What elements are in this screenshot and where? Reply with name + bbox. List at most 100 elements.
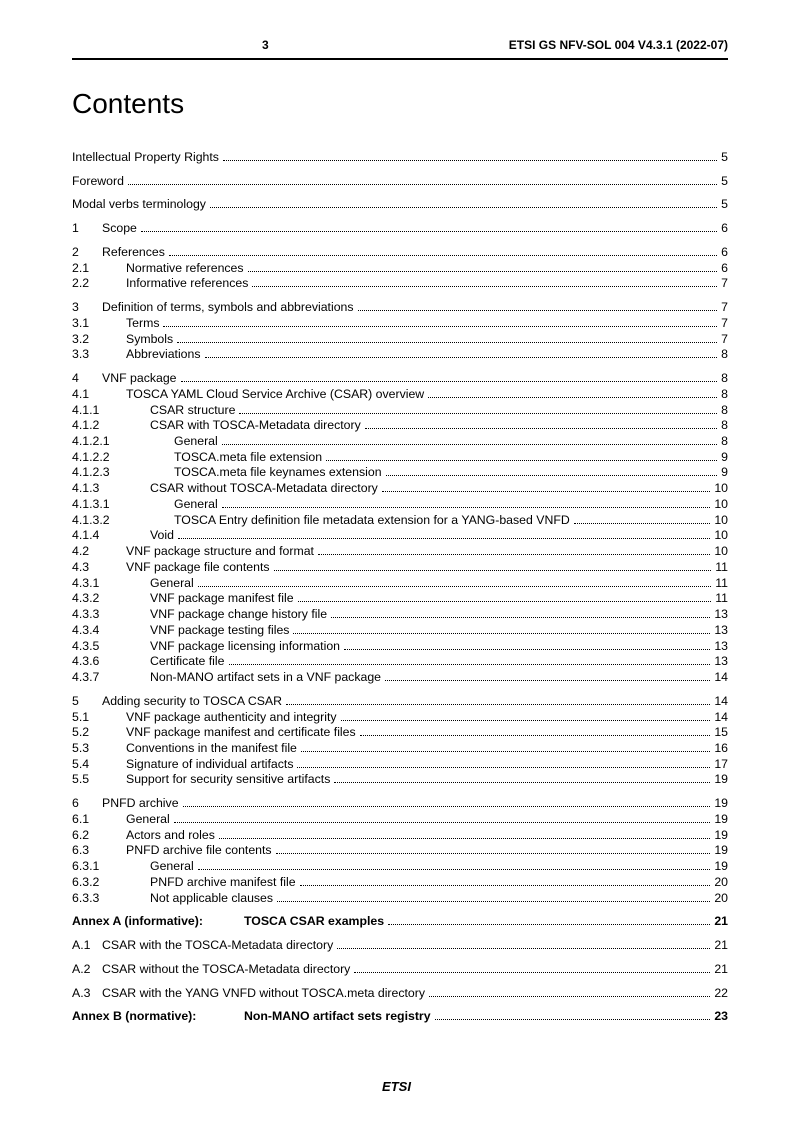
toc-entry: 1Scope6 [72, 221, 728, 237]
toc-entry-page: 14 [712, 710, 728, 726]
toc-entry-title: General [174, 497, 220, 513]
toc-leader-dots [354, 964, 710, 972]
toc-entry-title: CSAR with the YANG VNFD without TOSCA.me… [102, 986, 427, 1002]
toc-leader-dots [331, 610, 710, 618]
toc-entry-title: Void [150, 528, 176, 544]
toc-entry-page: 8 [719, 434, 728, 450]
toc-entry-title: VNF package authenticity and integrity [126, 710, 339, 726]
toc-leader-dots [334, 775, 710, 783]
toc-entry-number: 4.1.1 [72, 403, 150, 419]
toc-entry-title: Actors and roles [126, 828, 217, 844]
toc-entry-title: Intellectual Property Rights [72, 150, 221, 166]
toc-entry-page: 20 [712, 875, 728, 891]
toc-entry-page: 22 [712, 986, 728, 1002]
toc-entry: 4.1.2.2TOSCA.meta file extension9 [72, 450, 728, 466]
page-header: 3 ETSI GS NFV-SOL 004 V4.3.1 (2022-07) [72, 38, 728, 60]
toc-entry-number: 4.1.2 [72, 418, 150, 434]
toc-entry: 4.1.2CSAR with TOSCA-Metadata directory8 [72, 418, 728, 434]
toc-leader-dots [274, 563, 712, 571]
toc-entry-number: 5.1 [72, 710, 126, 726]
toc-leader-dots [293, 625, 710, 633]
toc-entry-title: TOSCA YAML Cloud Service Archive (CSAR) … [126, 387, 426, 403]
toc-entry-title: VNF package [102, 371, 179, 387]
toc-leader-dots [174, 815, 711, 823]
toc-leader-dots [297, 759, 710, 767]
toc-leader-dots [222, 500, 711, 508]
toc-entry-number: Annex B (normative): [72, 1009, 244, 1025]
toc-entry: 3Definition of terms, symbols and abbrev… [72, 300, 728, 316]
toc-leader-dots [128, 176, 717, 184]
toc-entry-number: 2.1 [72, 261, 126, 277]
toc-entry-page: 10 [712, 513, 728, 529]
toc-entry-title: CSAR without the TOSCA-Metadata director… [102, 962, 352, 978]
toc-leader-dots [276, 846, 711, 854]
toc-entry-title: VNF package change history file [150, 607, 329, 623]
toc-entry-page: 10 [712, 544, 728, 560]
toc-entry-page: 11 [713, 576, 728, 592]
toc-entry-page: 5 [719, 197, 728, 213]
toc-entry: Foreword5 [72, 174, 728, 190]
toc-entry-number: 5 [72, 694, 102, 710]
toc-entry-title: Certificate file [150, 654, 227, 670]
toc-leader-dots [141, 224, 717, 232]
toc-leader-dots [181, 374, 718, 382]
toc-entry-page: 21 [712, 914, 728, 930]
toc-entry: Annex A (informative):TOSCA CSAR example… [72, 914, 728, 930]
toc-entry-page: 11 [713, 591, 728, 607]
toc-leader-dots [326, 452, 717, 460]
toc-entry-title: Scope [102, 221, 139, 237]
toc-entry-title: General [150, 576, 196, 592]
toc-entry-title: VNF package manifest and certificate fil… [126, 725, 358, 741]
toc-entry-number: 6 [72, 796, 102, 812]
toc-entry-number: 4.1.2.3 [72, 465, 174, 481]
toc-entry-title: PNFD archive file contents [126, 843, 274, 859]
toc-leader-dots [388, 917, 710, 925]
toc-entry-number: 4.3 [72, 560, 126, 576]
toc-entry-title: Definition of terms, symbols and abbrevi… [102, 300, 356, 316]
toc-entry: 4.1.3CSAR without TOSCA-Metadata directo… [72, 481, 728, 497]
toc-entry-page: 19 [712, 796, 728, 812]
toc-entry-number: 5.5 [72, 772, 126, 788]
toc-entry: 4.1.4Void10 [72, 528, 728, 544]
toc-entry-page: 8 [719, 387, 728, 403]
toc-entry: 4.3.7Non-MANO artifact sets in a VNF pac… [72, 670, 728, 686]
table-of-contents: Intellectual Property Rights5Foreword5Mo… [72, 150, 728, 1025]
toc-entry-number: 4.3.4 [72, 623, 150, 639]
toc-leader-dots [163, 319, 717, 327]
toc-entry-page: 16 [712, 741, 728, 757]
toc-entry-title: VNF package structure and format [126, 544, 316, 560]
toc-entry-page: 15 [712, 725, 728, 741]
toc-entry: Annex B (normative):Non-MANO artifact se… [72, 1009, 728, 1025]
toc-entry-title: General [174, 434, 220, 450]
toc-entry-number: 4.1.3.2 [72, 513, 174, 529]
toc-entry-title: Terms [126, 316, 161, 332]
toc-entry: A.3CSAR with the YANG VNFD without TOSCA… [72, 986, 728, 1002]
toc-entry-number: 3.1 [72, 316, 126, 332]
toc-entry: 2.1Normative references6 [72, 261, 728, 277]
toc-leader-dots [248, 263, 718, 271]
toc-leader-dots [365, 421, 717, 429]
toc-leader-dots [252, 279, 717, 287]
toc-entry-page: 19 [712, 812, 728, 828]
toc-entry-page: 19 [712, 828, 728, 844]
toc-leader-dots [386, 468, 718, 476]
toc-entry-title: General [126, 812, 172, 828]
toc-entry-page: 7 [719, 332, 728, 348]
toc-leader-dots [428, 389, 717, 397]
toc-entry-number: 5.2 [72, 725, 126, 741]
toc-entry-page: 13 [712, 639, 728, 655]
toc-entry-number: 6.1 [72, 812, 126, 828]
toc-entry-number: 6.2 [72, 828, 126, 844]
toc-entry: 6.1General 19 [72, 812, 728, 828]
toc-entry-page: 19 [712, 859, 728, 875]
toc-entry: 4.3.5VNF package licensing information13 [72, 639, 728, 655]
toc-entry-page: 10 [712, 497, 728, 513]
toc-entry-page: 5 [719, 174, 728, 190]
toc-entry-number: 6.3.3 [72, 891, 150, 907]
toc-entry: 5.3Conventions in the manifest file16 [72, 741, 728, 757]
toc-entry: 6PNFD archive19 [72, 796, 728, 812]
toc-leader-dots [169, 248, 717, 256]
toc-entry: 4VNF package8 [72, 371, 728, 387]
toc-entry: 3.3Abbreviations8 [72, 347, 728, 363]
toc-entry-page: 23 [712, 1009, 728, 1025]
